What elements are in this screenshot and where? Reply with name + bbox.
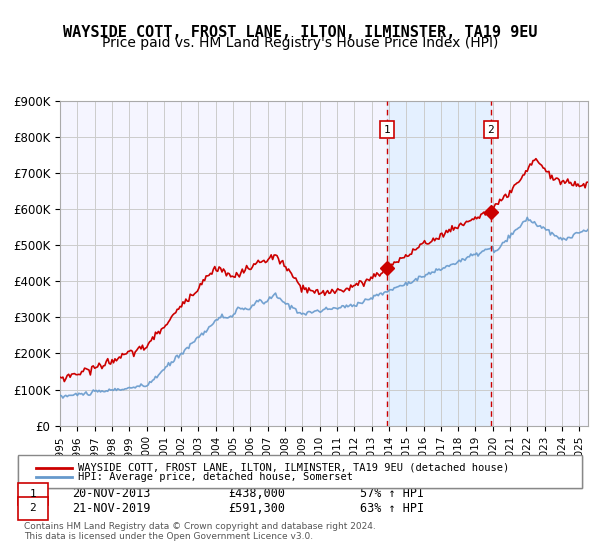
Text: HPI: Average price, detached house, Somerset: HPI: Average price, detached house, Some… [78, 472, 353, 482]
Text: 2: 2 [488, 125, 494, 134]
Text: WAYSIDE COTT, FROST LANE, ILTON, ILMINSTER, TA19 9EU (detached house): WAYSIDE COTT, FROST LANE, ILTON, ILMINST… [78, 463, 509, 473]
Text: Contains HM Land Registry data © Crown copyright and database right 2024.
This d: Contains HM Land Registry data © Crown c… [24, 522, 376, 542]
Text: WAYSIDE COTT, FROST LANE, ILTON, ILMINSTER, TA19 9EU: WAYSIDE COTT, FROST LANE, ILTON, ILMINST… [63, 25, 537, 40]
Text: WAYSIDE COTT, FROST LANE, ILTON, ILMINSTER, TA19 9EU (detached house): WAYSIDE COTT, FROST LANE, ILTON, ILMINST… [78, 463, 509, 473]
Text: 1: 1 [29, 489, 37, 499]
Text: 57% ↑ HPI: 57% ↑ HPI [360, 487, 424, 501]
Text: £438,000: £438,000 [228, 487, 285, 501]
Text: 63% ↑ HPI: 63% ↑ HPI [360, 502, 424, 515]
Text: 2: 2 [29, 503, 37, 514]
Text: Price paid vs. HM Land Registry's House Price Index (HPI): Price paid vs. HM Land Registry's House … [102, 36, 498, 50]
Text: 1: 1 [383, 125, 391, 134]
Text: 21-NOV-2019: 21-NOV-2019 [72, 502, 151, 515]
Text: HPI: Average price, detached house, Somerset: HPI: Average price, detached house, Some… [78, 472, 353, 482]
Text: £591,300: £591,300 [228, 502, 285, 515]
Text: 20-NOV-2013: 20-NOV-2013 [72, 487, 151, 501]
Bar [387, 101, 491, 426]
